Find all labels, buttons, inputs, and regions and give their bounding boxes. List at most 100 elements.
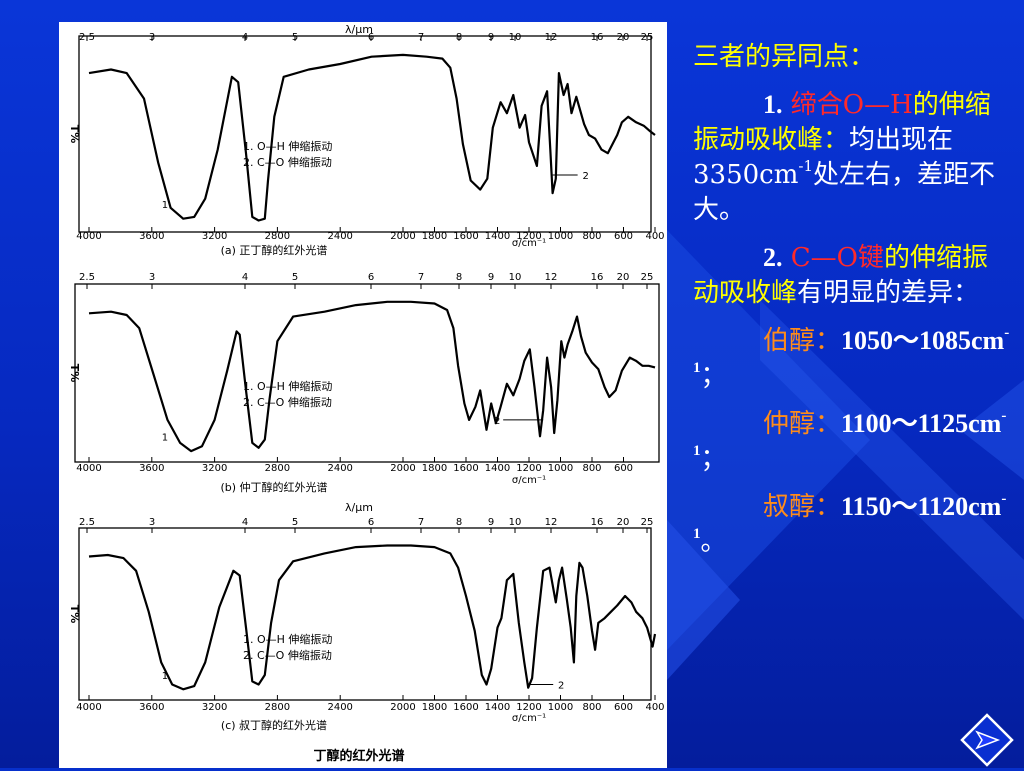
top-tick-label-b-12: 25 xyxy=(641,272,654,283)
y-axis-label-b: T% xyxy=(68,364,81,383)
top-tick-label-c-9: 12 xyxy=(545,517,558,528)
spectrum-trace-a xyxy=(88,53,656,222)
bottom-tick-label-c-0: 4000 xyxy=(76,702,101,713)
point-1-desc: 的伸缩振动吸收峰： xyxy=(693,90,991,155)
secondary-alcohol-range: 仲醇：1100～1125cm-1； xyxy=(693,406,1011,477)
marker-1-c: 1 xyxy=(162,671,168,682)
point-1-sup: -1 xyxy=(798,157,814,176)
caption-a: (a) 正丁醇的红外光谱 xyxy=(221,243,328,257)
bottom-tick-label-a-1: 3600 xyxy=(139,231,164,242)
bottom-tick-label-a-10: 1000 xyxy=(548,231,573,242)
top-axis-title-a: λ/μm xyxy=(345,23,373,36)
bottom-tick-label-b-9: 1200 xyxy=(516,463,541,474)
bottom-tick-label-c-4: 2400 xyxy=(327,702,352,713)
spectrum-trace-b xyxy=(88,300,656,453)
bottom-tick-label-a-12: 600 xyxy=(614,231,633,242)
top-tick-label-c-6: 8 xyxy=(456,517,462,528)
plot-frame-c xyxy=(78,527,652,701)
arrow-right-icon xyxy=(960,713,1014,767)
top-tick-label-b-6: 8 xyxy=(456,272,462,283)
bottom-tick-label-c-9: 1200 xyxy=(516,702,541,713)
bottom-tick-label-b-3: 2800 xyxy=(265,463,290,474)
marker-1-a: 1 xyxy=(162,200,168,211)
top-tick-label-b-7: 9 xyxy=(488,272,494,283)
figure-main-caption: 丁醇的红外光谱 xyxy=(313,748,404,764)
tertiary-alcohol-sup: -1 xyxy=(693,491,1007,543)
top-tick-label-a-3: 5 xyxy=(292,32,298,43)
primary-alcohol-end: ； xyxy=(700,361,727,391)
top-tick-label-b-3: 5 xyxy=(292,272,298,283)
tertiary-alcohol-value: 1150～1120cm xyxy=(841,492,1002,521)
bottom-tick-label-b-10: 1000 xyxy=(548,463,573,474)
legend-entry-a-0: 1. O—H 伸缩振动 xyxy=(243,139,332,153)
top-tick-label-b-8: 10 xyxy=(509,272,522,283)
top-tick-label-c-7: 9 xyxy=(488,517,494,528)
top-tick-label-b-1: 3 xyxy=(149,272,155,283)
bottom-tick-label-b-7: 1600 xyxy=(453,463,478,474)
plot-frame-a xyxy=(78,35,652,233)
top-tick-label-b-2: 4 xyxy=(242,272,248,283)
bottom-tick-label-c-13: 400 xyxy=(645,702,664,713)
next-slide-button[interactable] xyxy=(960,713,1014,767)
top-tick-label-a-5: 7 xyxy=(418,32,424,43)
y-axis-label-a: T% xyxy=(68,125,81,144)
caption-c: (c) 叔丁醇的红外光谱 xyxy=(221,718,327,732)
point-2-number: 2. xyxy=(763,243,783,272)
bottom-tick-label-b-4: 2400 xyxy=(327,463,352,474)
plot-frame-b xyxy=(74,283,660,463)
bottom-tick-label-b-12: 600 xyxy=(614,463,633,474)
legend-entry-c-1: 2. C—O 伸缩振动 xyxy=(243,648,332,662)
bottom-tick-label-b-5: 2000 xyxy=(390,463,415,474)
marker-2-c: 2 xyxy=(558,681,564,692)
bottom-tick-label-a-9: 1200 xyxy=(516,231,541,242)
top-tick-label-b-0: 2.5 xyxy=(79,272,95,283)
legend-entry-b-0: 1. O—H 伸缩振动 xyxy=(243,379,332,393)
bottom-tick-label-c-12: 600 xyxy=(614,702,633,713)
bottom-tick-label-c-10: 1000 xyxy=(548,702,573,713)
bottom-axis-title-b: λ/μm xyxy=(345,501,373,514)
bottom-tick-label-b-2: 3200 xyxy=(202,463,227,474)
top-tick-label-a-0: 2.5 xyxy=(79,32,95,43)
bottom-tick-label-a-3: 2800 xyxy=(265,231,290,242)
point-1: 1. 缔合O—H的伸缩振动吸收峰：均出现在3350cm-1处左右，差距不大。 xyxy=(693,87,1011,228)
y-axis-label-c: T% xyxy=(68,605,81,624)
bottom-tick-label-b-11: 800 xyxy=(582,463,601,474)
point-1-body: 均出现在3350cm xyxy=(693,125,954,190)
marker-2-b: 2 xyxy=(494,416,500,427)
secondary-alcohol-value: 1100～1125cm xyxy=(841,409,1002,438)
tertiary-alcohol-range: 叔醇：1150～1120cm-1。 xyxy=(693,489,1011,560)
caption-b: (b) 仲丁醇的红外光谱 xyxy=(220,480,327,494)
point-2-term: C—O键 xyxy=(790,243,884,273)
bottom-tick-label-a-4: 2400 xyxy=(327,231,352,242)
top-tick-label-a-1: 3 xyxy=(149,32,155,43)
bottom-tick-label-b-0: 4000 xyxy=(76,463,101,474)
legend-entry-c-0: 1. O—H 伸缩振动 xyxy=(243,632,332,646)
secondary-alcohol-sup: -1 xyxy=(693,408,1007,460)
ir-spectra-figure: 2.5 3 4 5 6 7 8 9 10 12 16 20 25 4000 3600 3200 2800 2400… xyxy=(59,22,667,768)
bottom-tick-label-c-5: 2000 xyxy=(390,702,415,713)
top-tick-label-a-2: 4 xyxy=(242,32,248,43)
top-tick-label-c-2: 4 xyxy=(242,517,248,528)
primary-alcohol-range: 伯醇：1050～1085cm-1； xyxy=(693,323,1011,394)
bottom-tick-label-a-11: 800 xyxy=(582,231,601,242)
bottom-tick-label-c-11: 800 xyxy=(582,702,601,713)
notes-panel: 三者的异同点： 1. 缔合O—H的伸缩振动吸收峰：均出现在3350cm-1处左右… xyxy=(693,40,1011,572)
marker-1-b: 1 xyxy=(162,432,168,443)
unit-label-a: σ/cm⁻¹ xyxy=(512,238,546,249)
secondary-alcohol-end: ； xyxy=(700,444,727,474)
top-tick-label-c-4: 6 xyxy=(368,517,374,528)
top-tick-label-c-0: 2.5 xyxy=(79,517,95,528)
bottom-tick-label-b-8: 1400 xyxy=(485,463,510,474)
point-1-tail: 处左右，差距不大。 xyxy=(693,160,996,225)
top-tick-label-a-11: 20 xyxy=(617,32,630,43)
bottom-tick-label-c-2: 3200 xyxy=(202,702,227,713)
bottom-tick-label-c-6: 1800 xyxy=(422,702,447,713)
bottom-tick-label-a-2: 3200 xyxy=(202,231,227,242)
top-tick-label-c-11: 20 xyxy=(617,517,630,528)
top-tick-label-a-8: 10 xyxy=(509,32,522,43)
top-tick-label-a-10: 16 xyxy=(591,32,604,43)
marker-2-a: 2 xyxy=(582,171,588,182)
point-2-desc: 的伸缩振动吸收峰 xyxy=(693,243,988,308)
